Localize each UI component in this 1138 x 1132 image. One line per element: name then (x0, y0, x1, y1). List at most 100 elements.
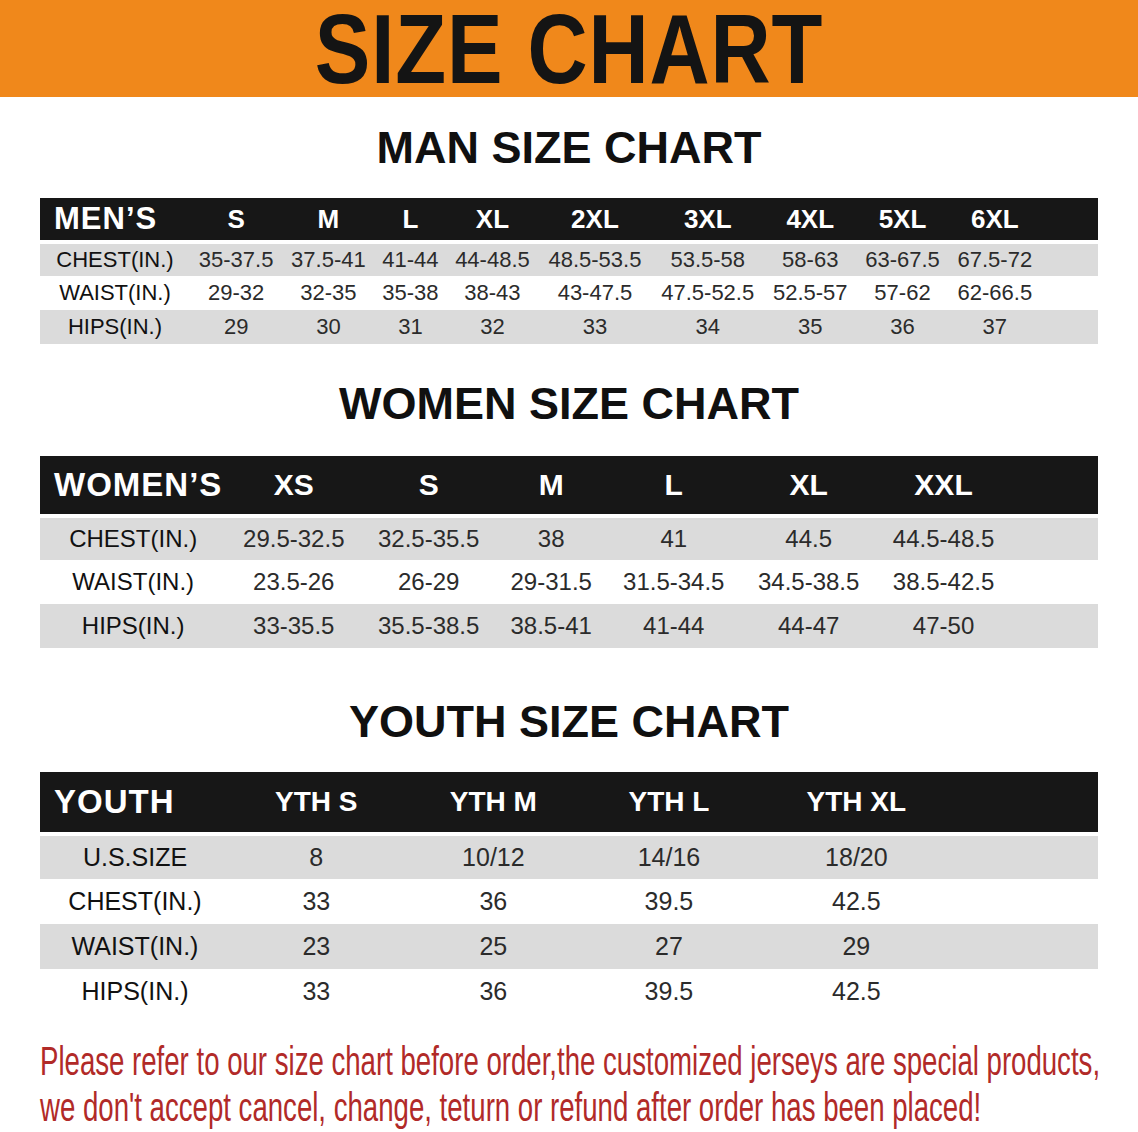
size-cell: 62-66.5 (949, 276, 1041, 310)
size-column-header: 4XL (764, 198, 856, 242)
size-cell: 37 (949, 310, 1041, 344)
size-column-header: YTH M (403, 772, 584, 834)
spacer-cell (959, 969, 1098, 1014)
youth-section-heading: YOUTH SIZE CHART (40, 700, 1098, 744)
size-cell: 23 (230, 924, 403, 969)
row-label: HIPS(IN.) (40, 969, 230, 1014)
size-cell: 44.5-48.5 (876, 516, 1011, 560)
size-cell: 29 (190, 310, 282, 344)
size-cell: 29.5-32.5 (226, 516, 361, 560)
size-cell: 32 (446, 310, 538, 344)
spacer-cell (959, 924, 1098, 969)
spacer-cell (1041, 310, 1098, 344)
row-label: WAIST(IN.) (40, 276, 190, 310)
spacer-cell (1011, 604, 1098, 648)
size-cell: 30 (282, 310, 374, 344)
size-cell: 33 (230, 969, 403, 1014)
men-corner-label: MEN’S (40, 198, 190, 242)
size-column-header: M (496, 456, 606, 516)
spacer-cell (1011, 560, 1098, 604)
women-chest-row: CHEST(IN.) 29.5-32.5 32.5-35.5 38 41 44.… (40, 516, 1098, 560)
size-column-header: XXL (876, 456, 1011, 516)
women-section-heading: WOMEN SIZE CHART (40, 382, 1098, 426)
size-cell: 35-38 (375, 276, 447, 310)
men-size-table: MEN’S S M L XL 2XL 3XL 4XL 5XL 6XL CHEST… (40, 198, 1098, 344)
size-column-header: 3XL (651, 198, 764, 242)
size-cell: 35.5-38.5 (361, 604, 496, 648)
size-cell: 38.5-41 (496, 604, 606, 648)
row-label: HIPS(IN.) (40, 310, 190, 344)
size-cell: 41-44 (375, 242, 447, 276)
row-label: WAIST(IN.) (40, 560, 226, 604)
size-cell: 52.5-57 (764, 276, 856, 310)
size-cell: 27 (584, 924, 754, 969)
size-column-header: 6XL (949, 198, 1041, 242)
spacer-cell (1011, 516, 1098, 560)
youth-hips-row: HIPS(IN.) 33 36 39.5 42.5 (40, 969, 1098, 1014)
row-label: CHEST(IN.) (40, 242, 190, 276)
size-cell: 42.5 (754, 879, 959, 924)
size-cell: 29 (754, 924, 959, 969)
disclaimer: Please refer to our size chart before or… (40, 1038, 1098, 1130)
men-hips-row: HIPS(IN.) 29 30 31 32 33 34 35 36 37 (40, 310, 1098, 344)
size-cell: 31.5-34.5 (606, 560, 741, 604)
size-cell: 57-62 (856, 276, 948, 310)
size-cell: 41-44 (606, 604, 741, 648)
size-cell: 29-31.5 (496, 560, 606, 604)
content: MAN SIZE CHART MEN’S S M L XL 2XL 3XL 4X… (40, 126, 1098, 1130)
spacer-cell (1011, 456, 1098, 516)
size-cell: 36 (403, 879, 584, 924)
size-cell: 44.5 (741, 516, 876, 560)
size-cell: 47.5-52.5 (651, 276, 764, 310)
women-waist-row: WAIST(IN.) 23.5-26 26-29 29-31.5 31.5-34… (40, 560, 1098, 604)
size-cell: 25 (403, 924, 584, 969)
size-cell: 58-63 (764, 242, 856, 276)
spacer-cell (1041, 242, 1098, 276)
women-size-table: WOMEN’S XS S M L XL XXL CHEST(IN.) 29.5-… (40, 456, 1098, 648)
row-label: U.S.SIZE (40, 834, 230, 879)
size-cell: 38-43 (446, 276, 538, 310)
row-label: CHEST(IN.) (40, 879, 230, 924)
size-column-header: YTH S (230, 772, 403, 834)
size-cell: 10/12 (403, 834, 584, 879)
size-column-header: 5XL (856, 198, 948, 242)
size-column-header: 2XL (539, 198, 652, 242)
size-cell: 63-67.5 (856, 242, 948, 276)
women-hips-row: HIPS(IN.) 33-35.5 35.5-38.5 38.5-41 41-4… (40, 604, 1098, 648)
size-column-header: XL (446, 198, 538, 242)
spacer-cell (959, 834, 1098, 879)
spacer-cell (959, 879, 1098, 924)
size-column-header: M (282, 198, 374, 242)
size-column-header: XL (741, 456, 876, 516)
size-cell: 34 (651, 310, 764, 344)
page-title: SIZE CHART (315, 0, 823, 98)
row-label: WAIST(IN.) (40, 924, 230, 969)
size-cell: 29-32 (190, 276, 282, 310)
size-cell: 31 (375, 310, 447, 344)
size-cell: 26-29 (361, 560, 496, 604)
size-cell: 34.5-38.5 (741, 560, 876, 604)
size-cell: 39.5 (584, 879, 754, 924)
men-waist-row: WAIST(IN.) 29-32 32-35 35-38 38-43 43-47… (40, 276, 1098, 310)
size-cell: 33 (230, 879, 403, 924)
size-cell: 18/20 (754, 834, 959, 879)
man-section-heading: MAN SIZE CHART (40, 126, 1098, 170)
size-cell: 44-47 (741, 604, 876, 648)
size-column-header: L (375, 198, 447, 242)
size-column-header: YTH XL (754, 772, 959, 834)
size-cell: 43-47.5 (539, 276, 652, 310)
spacer-cell (959, 772, 1098, 834)
women-corner-label: WOMEN’S (40, 456, 226, 516)
size-cell: 48.5-53.5 (539, 242, 652, 276)
size-cell: 33 (539, 310, 652, 344)
size-cell: 38.5-42.5 (876, 560, 1011, 604)
youth-ussize-row: U.S.SIZE 8 10/12 14/16 18/20 (40, 834, 1098, 879)
youth-waist-row: WAIST(IN.) 23 25 27 29 (40, 924, 1098, 969)
size-column-header: S (361, 456, 496, 516)
size-column-header: XS (226, 456, 361, 516)
size-cell: 23.5-26 (226, 560, 361, 604)
size-cell: 36 (856, 310, 948, 344)
size-cell: 35-37.5 (190, 242, 282, 276)
size-cell: 37.5-41 (282, 242, 374, 276)
men-header-row: MEN’S S M L XL 2XL 3XL 4XL 5XL 6XL (40, 198, 1098, 242)
